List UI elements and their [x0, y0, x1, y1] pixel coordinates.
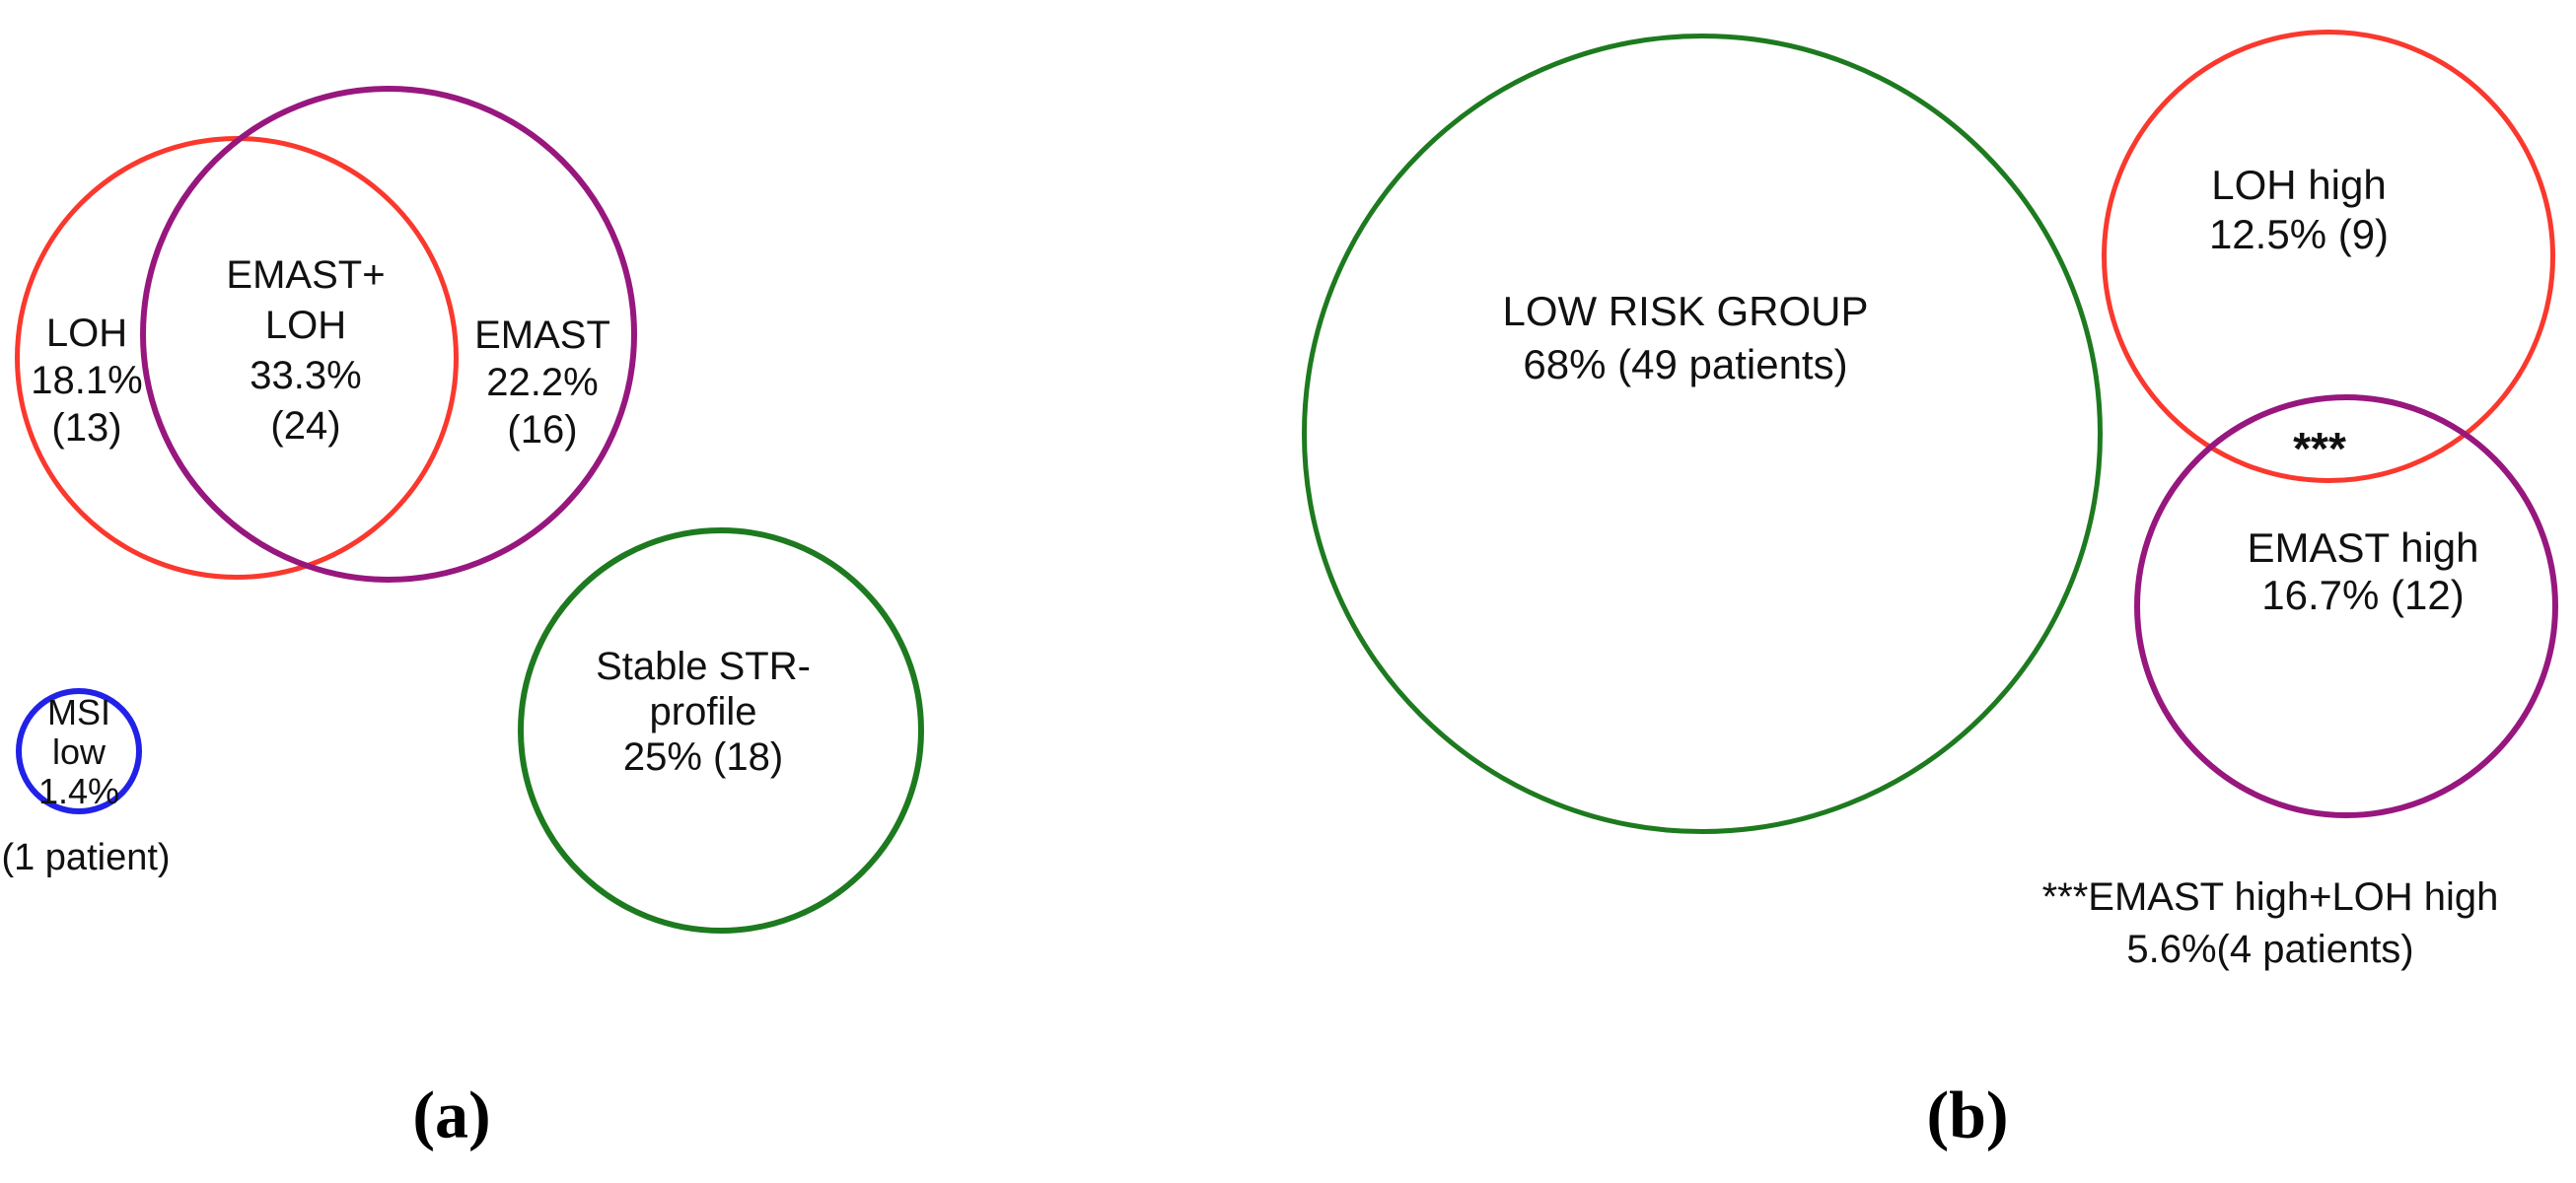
emast-high-label-line: 16.7% (12)	[2261, 572, 2465, 618]
loh-high-label-line: LOH high	[2211, 162, 2387, 208]
msi-label-line: 1.4%	[37, 771, 120, 811]
msi-low-circle	[16, 688, 142, 814]
footnote-line: ***EMAST high+LOH high	[2041, 875, 2499, 919]
msi-low-note: (1 patient)	[1, 837, 171, 878]
stable-label-line: Stable STR-	[596, 645, 811, 688]
msi-label-line: low	[51, 731, 107, 772]
overlap-asterisks-marker: ***	[2293, 423, 2346, 474]
loh-label: LOH 18.1% (13)	[31, 310, 142, 452]
low-risk-label-line: LOW RISK GROUP	[1502, 288, 1869, 334]
loh-high-label-line: 12.5% (9)	[2208, 211, 2390, 257]
loh-high-label: LOH high 12.5% (9)	[2209, 161, 2389, 259]
footnote-line: 5.6%(4 patients)	[2126, 928, 2414, 971]
msi-low-label: MSI low 1.4%	[38, 693, 119, 811]
emast-high-label-line: EMAST high	[2247, 524, 2479, 571]
emast-label-line: EMAST	[474, 313, 610, 357]
loh-label-line: (13)	[51, 406, 122, 450]
overlap-label-line: (24)	[270, 404, 341, 448]
low-risk-group-circle	[1302, 34, 2103, 834]
emast-high-label: EMAST high 16.7% (12)	[2248, 524, 2479, 619]
stable-label-line: 25% (18)	[622, 735, 784, 779]
panel-b-caption: (b)	[1926, 1077, 2009, 1152]
stable-str-circle	[518, 527, 924, 934]
stable-label-line: profile	[649, 690, 757, 733]
emast-loh-overlap-label: EMAST+ LOH 33.3% (24)	[226, 250, 385, 452]
emast-label: EMAST 22.2% (16)	[474, 312, 610, 453]
loh-label-line: LOH	[45, 312, 128, 355]
emast-high-circle	[2134, 394, 2558, 818]
overlap-label-line: 33.3%	[250, 354, 362, 397]
overlap-footnote: ***EMAST high+LOH high 5.6%(4 patients)	[2042, 871, 2499, 976]
overlap-label-line: EMAST+	[226, 253, 386, 297]
low-risk-label-line: 68% (49 patients)	[1523, 341, 1848, 387]
msi-label-line: MSI	[46, 692, 110, 732]
low-risk-group-label: LOW RISK GROUP 68% (49 patients)	[1502, 285, 1868, 391]
panel-a-caption: (a)	[412, 1077, 491, 1152]
emast-label-line: 22.2%	[486, 361, 599, 404]
emast-circle	[140, 86, 637, 583]
stable-str-label: Stable STR- profile 25% (18)	[596, 644, 811, 780]
overlap-label-line: LOH	[264, 304, 347, 347]
emast-label-line: (16)	[507, 408, 578, 452]
loh-label-line: 18.1%	[31, 359, 143, 402]
